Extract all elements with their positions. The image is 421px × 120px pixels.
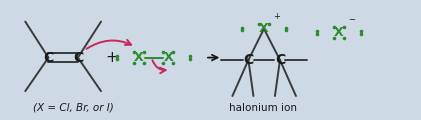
Text: C: C xyxy=(43,51,53,65)
Text: (X = Cl, Br, or I): (X = Cl, Br, or I) xyxy=(33,103,114,113)
Text: halonium ion: halonium ion xyxy=(229,103,297,113)
Text: X: X xyxy=(134,51,144,64)
Text: +: + xyxy=(105,50,118,65)
Text: C: C xyxy=(275,53,285,67)
Text: X: X xyxy=(259,22,269,35)
Text: +: + xyxy=(273,12,280,21)
Text: C: C xyxy=(73,51,83,65)
Text: X: X xyxy=(334,26,344,39)
Text: C: C xyxy=(243,53,253,67)
Text: −: − xyxy=(348,16,355,25)
Text: X: X xyxy=(164,51,173,64)
